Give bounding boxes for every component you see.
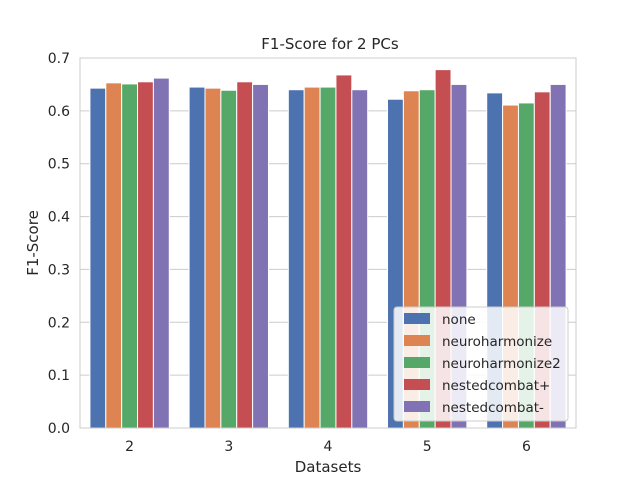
bar-nestedcombat-4: [335, 74, 353, 429]
y-tick-label: 0.4: [48, 210, 70, 226]
x-axis-ticks: 2 3 4 5 6: [125, 439, 531, 455]
bar-none-2: [89, 87, 107, 429]
x-tick-label: 5: [423, 439, 432, 455]
y-tick-label: 0.7: [48, 51, 70, 67]
legend-items: none neuroharmonize neuroharmonize2 nestedc…: [404, 312, 561, 416]
y-axis-ticks: 0.0 0.1 0.2 0.3 0.4 0.5 0.6 0.7: [48, 51, 70, 437]
bar-neuroharmonize-2: [105, 82, 123, 429]
legend-label: nestedcombat-: [442, 400, 544, 416]
legend-swatch: [404, 379, 430, 390]
x-axis-label: Datasets: [295, 458, 362, 476]
bar-neuroharmonize2-3: [220, 89, 238, 429]
bar-nestedcombat-2: [137, 81, 154, 429]
legend-swatch: [404, 335, 430, 346]
x-tick-label: 3: [224, 439, 233, 455]
x-tick-label: 6: [522, 439, 531, 455]
y-tick-label: 0.1: [48, 368, 70, 384]
y-tick-label: 0.2: [48, 315, 70, 331]
bar-nestedcombat-4: [351, 89, 369, 429]
legend: none neuroharmonize neuroharmonize2 nestedc…: [393, 306, 569, 422]
y-tick-label: 0.6: [48, 104, 70, 120]
y-tick-label: 0.0: [48, 421, 70, 437]
bar-none-4: [287, 89, 305, 429]
chart-title: F1-Score for 2 PCs: [261, 35, 399, 53]
bar-nestedcombat-3: [252, 83, 269, 429]
bar-neuroharmonize2-2: [121, 83, 139, 429]
y-axis-label: F1-Score: [24, 210, 42, 276]
bar-neuroharmonize-3: [204, 87, 222, 429]
x-tick-label: 2: [125, 439, 134, 455]
legend-box: [393, 306, 569, 422]
legend-swatch: [404, 357, 430, 368]
legend-label: neuroharmonize2: [442, 356, 561, 372]
y-tick-label: 0.3: [48, 262, 70, 278]
x-tick-label: 4: [324, 439, 333, 455]
y-tick-label: 0.5: [48, 157, 70, 173]
legend-label: none: [442, 312, 476, 328]
bar-none-3: [188, 86, 206, 429]
bar-neuroharmonize-4: [303, 86, 321, 429]
legend-label: nestedcombat+: [442, 378, 550, 394]
legend-swatch: [404, 313, 430, 324]
plot-frame: [79, 57, 577, 429]
legend-label: neuroharmonize: [442, 334, 552, 350]
bar-nestedcombat-3: [236, 81, 254, 429]
bar-neuroharmonize2-4: [319, 86, 337, 429]
bar-nestedcombat-2: [152, 77, 170, 429]
legend-swatch: [404, 401, 430, 412]
